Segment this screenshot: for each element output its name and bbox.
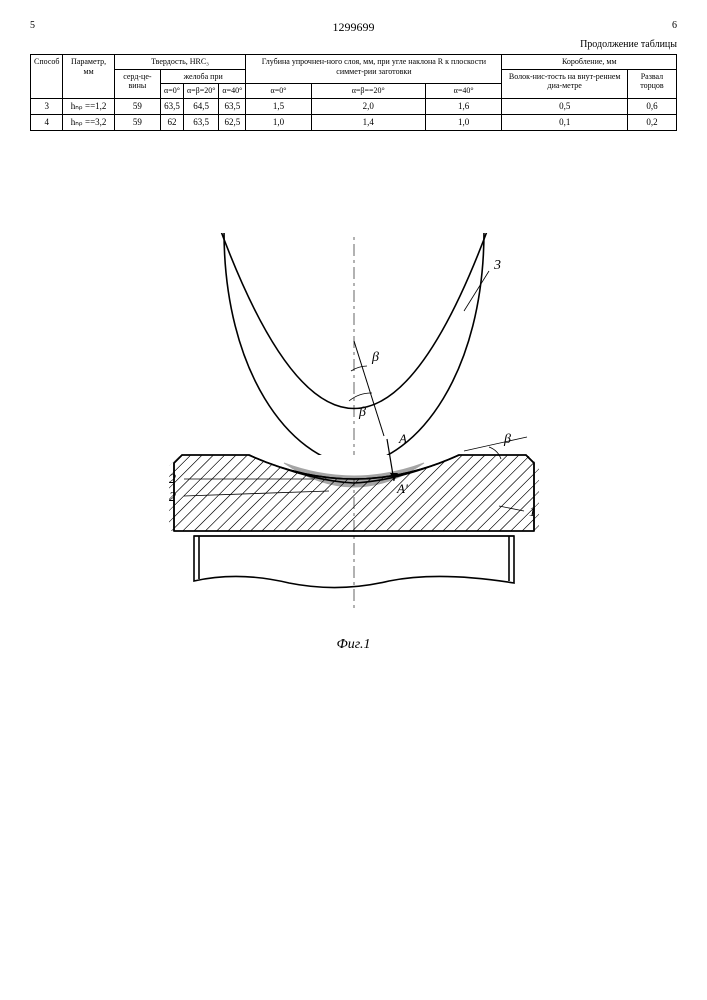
cell: 1,0 bbox=[425, 114, 502, 130]
cell: 62,5 bbox=[219, 114, 246, 130]
th-wav: Волок-нис-тость на внут-реннем диа-метре bbox=[502, 69, 627, 98]
cell: 62 bbox=[161, 114, 184, 130]
th-ab20: α=β=20° bbox=[183, 84, 218, 99]
cell: 63,5 bbox=[183, 114, 218, 130]
figure-1: β β β A A' 3 2 2 1 Фиг.1 bbox=[30, 211, 677, 653]
th-d-a0: α=0° bbox=[246, 84, 311, 99]
cell: 4 bbox=[31, 114, 63, 130]
th-a0: α=0° bbox=[161, 84, 184, 99]
figure-svg: β β β A A' 3 2 2 1 bbox=[129, 211, 579, 631]
cell: hₙₚ ==1,2 bbox=[63, 98, 114, 114]
th-d-ab20: α=β==20° bbox=[311, 84, 425, 99]
label-3: 3 bbox=[493, 258, 501, 273]
cell: 0,2 bbox=[627, 114, 676, 130]
cell: 59 bbox=[114, 114, 160, 130]
table-continuation-label: Продолжение таблицы bbox=[30, 39, 677, 50]
cell: 63,5 bbox=[219, 98, 246, 114]
beta-label-3: β bbox=[503, 432, 511, 447]
th-groove: желоба при bbox=[161, 69, 246, 84]
cell: 1,5 bbox=[246, 98, 311, 114]
cell: 1,4 bbox=[311, 114, 425, 130]
data-table: Способ Параметр, мм Твердость, HRC₃ Глуб… bbox=[30, 54, 677, 131]
page-right-num: 6 bbox=[672, 20, 677, 31]
th-torp: Развал торцов bbox=[627, 69, 676, 98]
beta-label-2: β bbox=[358, 405, 366, 420]
th-d-a40: α=40° bbox=[425, 84, 502, 99]
th-depth: Глубина упрочнен-ного слоя, мм, при угле… bbox=[246, 55, 502, 84]
cell: 64,5 bbox=[183, 98, 218, 114]
cell: 0,5 bbox=[502, 98, 627, 114]
th-method: Способ bbox=[31, 55, 63, 99]
table-body: 3 hₙₚ ==1,2 59 63,5 64,5 63,5 1,5 2,0 1,… bbox=[31, 98, 677, 130]
cell: 0,6 bbox=[627, 98, 676, 114]
cell: 63,5 bbox=[161, 98, 184, 114]
th-warping: Коробление, мм bbox=[502, 55, 677, 70]
cell: 59 bbox=[114, 98, 160, 114]
beta-label-1: β bbox=[371, 350, 379, 365]
label-Aprime: A' bbox=[396, 481, 408, 496]
th-param: Параметр, мм bbox=[63, 55, 114, 99]
cell: 1,0 bbox=[246, 114, 311, 130]
label-2b: 2 bbox=[169, 490, 176, 505]
th-core: серд-це-вины bbox=[114, 69, 160, 98]
cell: 0,1 bbox=[502, 114, 627, 130]
cell: hₙₚ ==3,2 bbox=[63, 114, 114, 130]
label-1: 1 bbox=[529, 505, 536, 520]
cell: 2,0 bbox=[311, 98, 425, 114]
table-row: 3 hₙₚ ==1,2 59 63,5 64,5 63,5 1,5 2,0 1,… bbox=[31, 98, 677, 114]
table-row: 4 hₙₚ ==3,2 59 62 63,5 62,5 1,0 1,4 1,0 … bbox=[31, 114, 677, 130]
label-A: A bbox=[398, 431, 407, 446]
page-left-num: 5 bbox=[30, 20, 35, 31]
cell: 3 bbox=[31, 98, 63, 114]
figure-caption: Фиг.1 bbox=[30, 637, 677, 653]
label-2a: 2 bbox=[169, 472, 176, 487]
cell: 1,6 bbox=[425, 98, 502, 114]
th-hardness: Твердость, HRC₃ bbox=[114, 55, 246, 70]
doc-number: 1299699 bbox=[333, 20, 375, 35]
th-a40: α=40° bbox=[219, 84, 246, 99]
page-header: 5 1299699 6 bbox=[30, 20, 677, 31]
